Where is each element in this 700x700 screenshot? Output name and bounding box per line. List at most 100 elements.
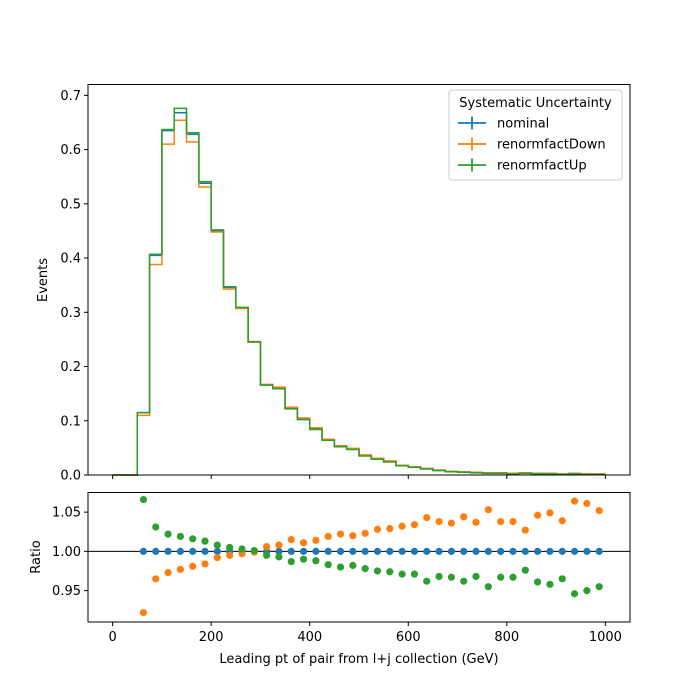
ratio-point-nominal [275,547,283,555]
ratio-point-nominal [398,547,406,555]
ratio-point-renormfactUp [583,587,591,595]
ratio-point-renormfactDown [226,551,234,559]
ratio-point-renormfactDown [386,525,394,533]
top-plot-frame [87,84,631,476]
top-y-axis-label: Events [36,258,51,302]
bottom-y-axis-label: Ratio [29,540,44,573]
ratio-point-renormfactUp [250,546,258,555]
bottom-plot-frame [87,492,631,623]
ratio-point-renormfactUp [176,532,184,541]
bottom-plot-area [88,495,630,617]
ratio-point-renormfactUp [324,561,332,569]
ratio-point-nominal [546,547,554,555]
ratio-point-renormfactUp [410,570,419,578]
top-plot-area [112,107,606,476]
top-y-tick-label: 0.4 [60,252,81,267]
x-tick-label: 400 [297,630,322,645]
ratio-point-nominal [583,547,591,555]
ratio-point-renormfactUp [447,573,455,581]
ratio-point-renormfactUp [152,523,160,531]
ratio-point-renormfactDown [521,526,529,534]
ratio-point-nominal [324,547,332,555]
ratio-point-renormfactUp [299,555,308,563]
ratio-point-renormfactUp [312,557,320,565]
ratio-point-renormfactDown [410,521,419,529]
ratio-point-renormfactDown [595,506,603,515]
top-x-ticks [112,475,606,479]
bottom-x-ticks: 0 200 400 600 800 1000 [108,622,622,645]
ratio-point-nominal [435,547,443,555]
ratio-point-renormfactDown [460,513,468,521]
ratio-point-renormfactDown [176,565,184,574]
ratio-point-nominal [201,547,209,555]
ratio-point-renormfactDown [472,518,480,526]
ratio-point-nominal [521,547,529,555]
ratio-point-renormfactUp [386,568,394,576]
x-tick-label: 600 [396,630,421,645]
x-tick-label: 200 [199,630,224,645]
top-y-ticks: 0.0 0.1 0.2 0.3 0.4 0.5 0.6 0.7 [60,89,88,484]
ratio-point-renormfactUp [460,577,468,585]
ratio-point-renormfactUp [484,583,492,591]
ratio-point-renormfactDown [373,525,382,533]
legend-entries: nominal renormfactDown renormfactUp [458,116,606,174]
ratio-point-renormfactUp [509,573,517,581]
ratio-point-renormfactUp [595,583,603,591]
ratio-point-nominal [361,547,369,555]
ratio-point-renormfactUp [336,563,345,571]
ratio-point-renormfactDown [509,517,517,526]
ratio-point-nominal [336,547,345,555]
ratio-point-renormfactDown [484,506,492,514]
ratio-point-renormfactUp [521,566,529,574]
ratio-point-nominal [472,547,480,555]
ratio-point-nominal [349,547,357,555]
ratio-point-renormfactDown [435,517,443,526]
ratio-point-renormfactDown [558,517,566,525]
top-y-tick-label: 0.1 [60,414,81,429]
ratio-point-nominal [509,547,517,555]
ratio-point-nominal [189,547,197,555]
ratio-point-renormfactUp [226,543,234,552]
ratio-point-renormfactUp [423,577,431,585]
ratio-point-nominal [287,547,295,555]
ratio-point-nominal [570,547,579,555]
ratio-point-renormfactUp [558,575,566,583]
ratio-point-renormfactDown [299,539,308,547]
x-tick-label: 800 [494,630,519,645]
ratio-point-renormfactUp [238,545,246,553]
ratio-point-renormfactUp [164,530,172,538]
ratio-point-renormfactDown [423,514,431,522]
ratio-point-renormfactDown [570,497,579,505]
legend-title: Systematic Uncertainty [459,96,612,111]
ratio-point-renormfactUp [139,495,148,504]
ratio-point-nominal [595,547,603,555]
ratio-point-renormfactUp [435,572,443,581]
ratio-point-renormfactDown [336,530,345,538]
ratio-point-nominal [534,547,542,555]
ratio-point-renormfactDown [583,499,591,508]
series-step-renormfactUp [112,107,606,476]
x-tick-label: 1000 [589,630,622,645]
ratio-point-nominal [558,547,566,555]
ratio-point-renormfactUp [472,572,480,581]
ratio-point-nominal [410,547,419,555]
ratio-point-renormfactUp [189,535,197,543]
legend-label-nominal: nominal [497,117,549,132]
top-y-tick-label: 0.0 [60,469,81,484]
legend-label-renormfactUp: renormfactUp [497,159,587,174]
x-tick-label: 0 [108,630,116,645]
ratio-point-renormfactDown [164,568,172,577]
ratio-point-renormfactDown [497,517,505,526]
ratio-point-renormfactDown [398,522,406,530]
ratio-point-nominal [484,547,492,555]
ratio-point-renormfactDown [263,543,271,551]
bottom-y-tick-label: 1.05 [52,506,81,521]
ratio-point-nominal [176,547,184,555]
top-y-tick-label: 0.7 [60,89,81,104]
top-y-tick-label: 0.2 [60,360,81,375]
ratio-point-renormfactUp [349,561,357,570]
ratio-point-renormfactUp [534,578,542,586]
top-y-tick-label: 0.6 [60,143,81,158]
ratio-point-renormfactUp [570,590,579,598]
